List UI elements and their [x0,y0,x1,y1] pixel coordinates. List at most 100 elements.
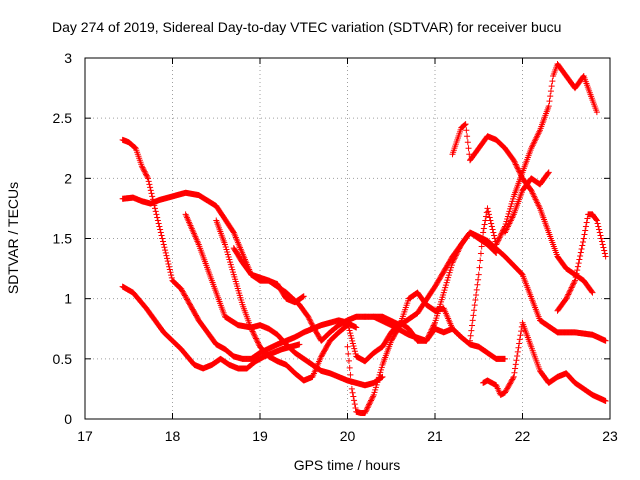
data-point [345,322,352,329]
data-point [512,161,519,168]
data-point [254,339,261,346]
y-tick-label: 3 [64,50,72,66]
data-point [593,217,600,224]
data-point [464,139,471,146]
data-point [516,336,523,343]
data-point [467,332,474,339]
data-point [568,284,575,291]
data-point [255,341,262,348]
data-point [473,286,480,293]
data-point [344,319,351,326]
data-point [547,93,554,100]
data-point [430,322,437,329]
data-point [467,337,473,344]
data-point [575,260,582,267]
data-point [510,157,517,164]
data-point [508,200,515,207]
data-point [498,230,505,237]
data-point [516,168,523,175]
data-point [569,283,576,290]
data-point [567,285,574,292]
data-point [583,219,590,226]
data-point [131,144,138,151]
x-tick-label: 20 [340,428,356,444]
data-point [461,122,468,129]
data-point [584,215,591,222]
data-point [161,244,168,251]
data-point [300,293,307,300]
data-point [443,279,450,286]
data-point [601,250,608,257]
data-point [494,238,501,245]
data-point [222,241,228,248]
data-point [154,214,161,221]
data-point [351,401,358,408]
data-point [486,214,493,221]
data-point [480,229,487,236]
data-point [496,234,503,241]
data-point [506,208,513,215]
data-point [502,389,508,396]
data-point [162,247,169,254]
data-point [468,327,475,334]
data-point [469,317,476,324]
data-point [484,205,491,212]
data-point [566,288,573,295]
data-point [509,376,516,383]
data-point [222,244,229,251]
data-point [147,187,154,194]
series-arc-m [480,319,609,404]
data-point [493,241,500,248]
data-point [146,181,153,188]
data-point [594,220,601,227]
data-point [141,168,148,175]
data-point [444,277,451,284]
data-point [507,379,514,386]
x-tick-label: 18 [165,428,181,444]
data-point [427,329,434,336]
data-point [367,398,374,405]
data-point [147,184,154,191]
data-point [491,232,498,239]
series-arc-j [362,229,609,344]
data-point [477,250,484,257]
data-point [370,391,377,398]
data-point [490,229,497,236]
data-point [489,226,496,233]
data-point [139,164,146,171]
data-point [168,272,175,279]
data-point [461,121,468,128]
data-point [345,350,352,357]
data-point [372,384,379,391]
data-point [469,322,476,329]
data-point [224,249,231,256]
data-point [160,241,167,248]
data-point [162,249,169,256]
data-point [307,317,314,324]
data-point [164,258,171,265]
data-point [596,229,603,236]
data-point [183,295,190,302]
data-point [504,385,511,392]
data-point [178,287,185,294]
data-point [348,378,355,385]
data-point [344,343,351,350]
data-point [488,220,495,227]
data-point [351,345,358,352]
data-point [230,269,237,276]
data-point [476,264,483,271]
x-tick-label: 22 [515,428,531,444]
data-point [601,247,608,254]
data-point [507,380,514,387]
data-point [248,327,255,334]
data-point [144,173,151,180]
data-point [471,307,478,314]
data-point [440,289,447,296]
data-point [148,190,155,197]
data-point [157,226,164,233]
data-point [579,242,586,249]
data-point [378,364,385,371]
data-point [515,344,522,351]
data-point [251,332,258,339]
data-point [155,220,162,227]
